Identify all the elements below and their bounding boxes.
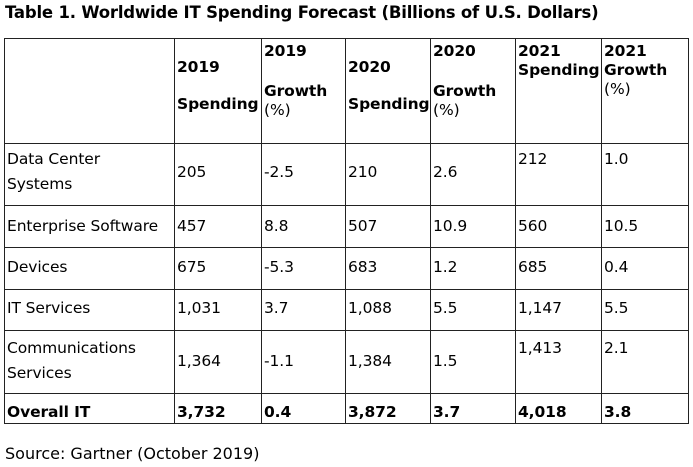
table-cell: 675 — [177, 258, 207, 276]
table-cell: 685 — [518, 258, 548, 276]
table-cell: 1.2 — [433, 258, 458, 276]
table-cell: 205 — [177, 163, 207, 181]
table-cell: 457 — [177, 217, 207, 235]
row-label-communications: Communications Services — [7, 339, 136, 382]
table-cell: 3.8 — [604, 403, 632, 421]
row-label-data-center: Data Center Systems — [7, 150, 101, 193]
table-cell: 1,088 — [348, 299, 392, 317]
header-2021-spending: 2021 Spending — [518, 42, 600, 79]
table-cell: 10.9 — [433, 217, 468, 235]
table-cell: 212 — [518, 150, 548, 168]
header-2019-growth: 2019 Growth (%) — [264, 42, 328, 119]
table-cell: 560 — [518, 217, 548, 235]
source-note: Source: Gartner (October 2019) — [5, 444, 260, 463]
table-cell: -2.5 — [264, 163, 294, 181]
header-2021-growth: 2021 Growth (%) — [604, 42, 668, 98]
table-cell: 0.4 — [604, 258, 629, 276]
table-cell: 5.5 — [433, 299, 458, 317]
table-cell: 3.7 — [433, 403, 461, 421]
row-label-overall-it: Overall IT — [7, 403, 91, 421]
table-cell: 0.4 — [264, 403, 292, 421]
table-cell: 1,364 — [177, 352, 221, 370]
table-cell: 1.0 — [604, 150, 629, 168]
table-cell: 3,732 — [177, 403, 226, 421]
table-cell: 1,413 — [518, 339, 562, 357]
table-cell: 210 — [348, 163, 378, 181]
table-cell: -5.3 — [264, 258, 294, 276]
header-2020-spending: 2020 Spending — [348, 58, 430, 113]
table-cell: 3,872 — [348, 403, 397, 421]
table-cell: 1.5 — [433, 352, 458, 370]
table-cell: 507 — [348, 217, 378, 235]
table-cell: 4,018 — [518, 403, 567, 421]
table-cell: 2.1 — [604, 339, 629, 357]
table-cell: -1.1 — [264, 352, 294, 370]
table-title: Table 1. Worldwide IT Spending Forecast … — [5, 3, 599, 22]
table-cell: 10.5 — [604, 217, 639, 235]
table-cell: 1,384 — [348, 352, 392, 370]
table-cell: 5.5 — [604, 299, 629, 317]
header-2020-growth: 2020 Growth (%) — [433, 42, 497, 119]
row-label-devices: Devices — [7, 258, 68, 276]
table-cell: 2.6 — [433, 163, 458, 181]
table-cell: 1,031 — [177, 299, 221, 317]
row-label-enterprise-software: Enterprise Software — [7, 217, 159, 235]
table-cell: 1,147 — [518, 299, 562, 317]
header-2019-spending: 2019 Spending — [177, 58, 259, 113]
table-cell: 8.8 — [264, 217, 289, 235]
row-label-it-services: IT Services — [7, 299, 91, 317]
table-cell: 683 — [348, 258, 378, 276]
table-cell: 3.7 — [264, 299, 289, 317]
